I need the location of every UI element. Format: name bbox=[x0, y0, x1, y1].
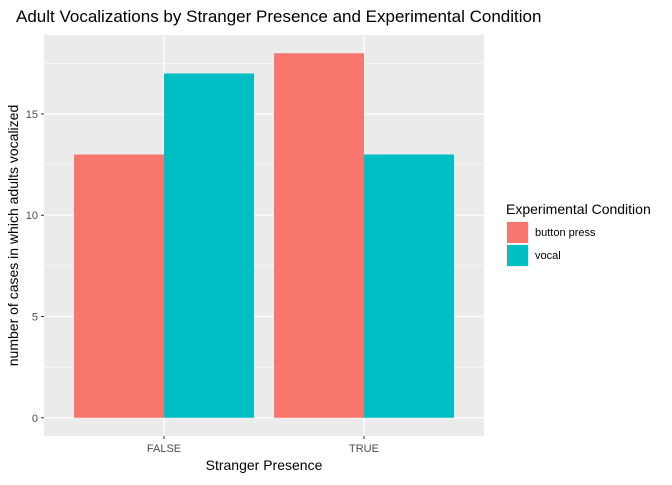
y-axis: 0 5 10 15 bbox=[26, 109, 44, 425]
x-axis: FALSE TRUE bbox=[147, 436, 379, 455]
legend-items: button press vocal bbox=[506, 221, 596, 267]
x-tick-label: TRUE bbox=[349, 443, 379, 455]
bars bbox=[74, 53, 454, 418]
bar-false-vocal bbox=[164, 73, 254, 418]
legend-label: button press bbox=[535, 227, 596, 239]
chart-title: Adult Vocalizations by Stranger Presence… bbox=[16, 7, 541, 26]
x-tick-label: FALSE bbox=[147, 443, 181, 455]
bar-false-button-press bbox=[74, 154, 164, 418]
x-axis-title: Stranger Presence bbox=[206, 457, 323, 473]
y-tick-label: 0 bbox=[32, 413, 38, 425]
legend-label: vocal bbox=[535, 250, 561, 262]
legend-swatch bbox=[507, 222, 528, 243]
legend: Experimental Condition button press vocal bbox=[506, 201, 651, 267]
y-axis-title: number of cases in which adults vocalize… bbox=[5, 105, 21, 366]
y-tick-label: 15 bbox=[26, 109, 38, 121]
bar-true-button-press bbox=[274, 53, 364, 418]
y-tick-label: 10 bbox=[26, 210, 38, 222]
y-tick-label: 5 bbox=[32, 312, 38, 324]
legend-swatch bbox=[507, 245, 528, 266]
bar-true-vocal bbox=[364, 154, 454, 418]
legend-title: Experimental Condition bbox=[506, 201, 651, 217]
